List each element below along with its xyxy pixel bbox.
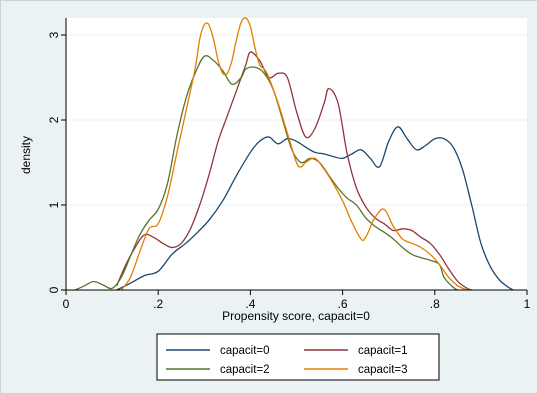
x-tick-label-4: .8 [430,297,440,311]
legend: capacit=0 capacit=1 capacit=2 capacit=3 [156,333,440,381]
legend-label-3: capacit=2 [220,364,270,376]
y-axis-title: density [19,136,33,174]
x-tick-label-1: .2 [153,297,163,311]
y-ticks: 0 1 2 3 [47,31,66,293]
series-lines [74,17,514,291]
series-line-2 [116,51,472,291]
series-line-1 [116,126,514,291]
x-tick-label-0: 0 [63,297,70,311]
series-line-3 [74,55,459,291]
plot-area [66,18,527,290]
y-tick-label-2: 2 [47,116,61,123]
legend-box [156,333,440,381]
x-tick-label-3: .6 [338,297,348,311]
x-axis-title: Propensity score, capacit=0 [222,309,370,323]
y-tick-label-0: 0 [47,286,61,293]
y-tick-label-3: 3 [47,31,61,38]
legend-label-4: capacit=3 [358,364,408,376]
grid-lines [66,34,527,206]
y-tick-label-1: 1 [47,201,61,208]
legend-label-1: capacit=0 [220,345,270,357]
x-tick-label-2: .4 [245,297,255,311]
x-ticks: 0 .2 .4 .6 .8 1 [63,290,531,311]
legend-label-2: capacit=1 [358,345,408,357]
series-line-4 [120,17,468,291]
x-tick-label-5: 1 [524,297,531,311]
